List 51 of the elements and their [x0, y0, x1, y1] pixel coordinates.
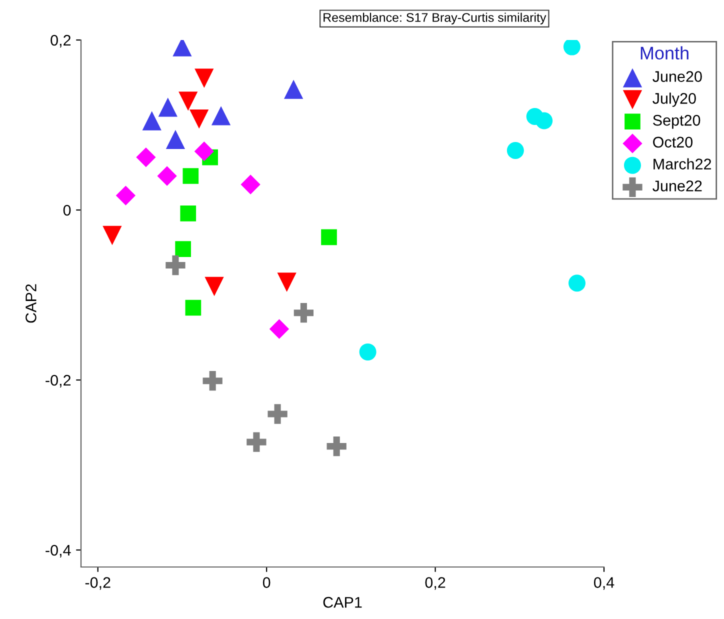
point [182, 168, 199, 184]
y-tick-label: -0,2 [46, 374, 71, 388]
point [294, 303, 314, 323]
point [194, 142, 214, 162]
point [116, 186, 136, 206]
legend-label: June22 [652, 180, 702, 192]
point [568, 274, 586, 292]
y-tick-label: 0 [63, 204, 71, 216]
legend-label: Oct20 [653, 136, 693, 148]
point [277, 272, 296, 292]
point [211, 106, 231, 126]
point [284, 80, 304, 99]
point [142, 111, 162, 130]
point [194, 68, 214, 88]
point [359, 343, 376, 360]
point [563, 40, 580, 56]
legend-label: July20 [652, 92, 696, 107]
y-axis-title: CAP2 [26, 284, 36, 323]
point [175, 241, 191, 258]
y-tick-label: -0,4 [46, 544, 71, 558]
legend-label: June20 [652, 71, 702, 82]
point [326, 436, 346, 456]
text: Resemblance: S17 Bray-Curtis similarity [324, 12, 546, 24]
x-tick-label: 0 [262, 577, 270, 588]
point [268, 404, 288, 424]
legend-title: Month [640, 46, 688, 60]
point [185, 300, 202, 316]
point [321, 229, 337, 246]
point [240, 174, 260, 194]
x-tick-label: 0,2 [425, 577, 446, 590]
point [246, 432, 266, 452]
point [202, 371, 222, 391]
point [166, 255, 186, 276]
point [158, 98, 178, 117]
point [536, 112, 553, 130]
point [102, 226, 122, 246]
legend-label: March22 [654, 158, 712, 170]
point [157, 166, 177, 186]
point [269, 319, 290, 339]
point [136, 147, 156, 168]
point [178, 92, 198, 111]
x-axis-title: CAP1 [323, 596, 362, 608]
y-tick-label: 0,2 [50, 34, 71, 48]
point [506, 142, 524, 160]
x-tick-label: -0,2 [85, 577, 110, 590]
point [190, 109, 209, 129]
point [166, 130, 186, 150]
point [180, 205, 196, 222]
x-tick-label: 0,4 [594, 577, 614, 590]
point [204, 276, 224, 296]
legend-label: Sept20 [653, 114, 700, 129]
